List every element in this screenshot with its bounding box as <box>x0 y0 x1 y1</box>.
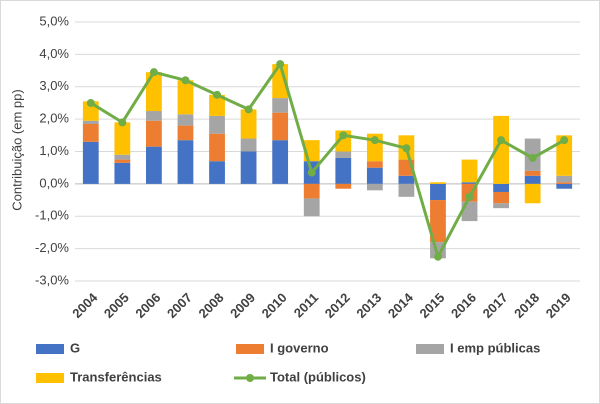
legend-label: Total (públicos) <box>270 369 366 384</box>
bar <box>524 175 541 184</box>
bar <box>146 146 162 184</box>
line-marker <box>181 76 190 85</box>
bar <box>209 133 225 162</box>
bar <box>272 112 289 141</box>
y-tick-label: 3,0% <box>39 78 69 93</box>
bar <box>177 125 194 141</box>
legend-label: I emp públicas <box>450 340 540 355</box>
line-marker <box>86 98 95 107</box>
bar <box>240 151 257 184</box>
legend-marker <box>246 374 254 382</box>
line-marker <box>402 144 411 153</box>
legend-label: G <box>70 340 80 355</box>
line <box>89 60 565 261</box>
bar <box>209 94 225 116</box>
legend-swatch <box>416 344 444 354</box>
line-marker <box>118 118 127 127</box>
line-marker <box>244 105 253 114</box>
legend-swatch <box>36 344 64 354</box>
bar <box>366 161 383 168</box>
bar <box>556 183 573 189</box>
legend-label: Transferências <box>70 369 162 384</box>
line-marker <box>339 131 348 140</box>
bar <box>398 175 415 184</box>
bar <box>82 123 99 142</box>
line-marker <box>560 136 569 145</box>
line-marker <box>213 90 222 99</box>
line-marker <box>433 252 442 261</box>
bar <box>114 154 131 160</box>
y-tick-label: -1,0% <box>35 208 69 223</box>
legend-swatch <box>236 344 264 354</box>
bar <box>146 120 162 147</box>
bar <box>556 135 573 176</box>
bar <box>524 170 541 176</box>
bar <box>177 114 194 126</box>
bar <box>430 200 446 243</box>
y-tick-label: 4,0% <box>39 46 69 61</box>
bar <box>335 157 352 184</box>
bar <box>240 109 257 139</box>
line-marker <box>528 153 537 162</box>
bar <box>335 151 352 158</box>
bar <box>177 140 194 184</box>
bar <box>303 183 320 199</box>
line-marker <box>276 60 285 69</box>
y-axis-title: Contribuição (em pp) <box>9 89 24 210</box>
bar <box>146 72 162 112</box>
bar <box>82 141 99 184</box>
y-tick-label: -2,0% <box>35 240 69 255</box>
y-tick-label: 5,0% <box>39 13 69 28</box>
bar <box>398 183 415 197</box>
bar <box>82 120 99 124</box>
bar <box>114 162 131 184</box>
bar <box>556 182 573 184</box>
bar <box>114 159 131 163</box>
y-tick-label: 1,0% <box>39 143 69 158</box>
legend-label: I governo <box>270 340 329 355</box>
legend-swatch <box>36 373 64 383</box>
line-marker <box>497 136 506 145</box>
y-tick-label: -3,0% <box>35 272 69 287</box>
bar <box>461 159 478 183</box>
bar <box>493 203 509 209</box>
bar <box>209 161 225 184</box>
bar <box>366 167 383 184</box>
line-marker <box>465 192 474 201</box>
bar <box>303 198 320 217</box>
bar <box>272 140 289 184</box>
bar <box>461 182 478 184</box>
bar <box>272 98 289 113</box>
bar <box>430 183 446 201</box>
y-tick-label: 0,0% <box>39 175 69 190</box>
bar <box>493 191 509 204</box>
bar <box>524 183 541 204</box>
bar <box>556 175 573 183</box>
bar <box>430 182 446 184</box>
bar <box>493 183 509 192</box>
line-marker <box>370 136 379 145</box>
bar <box>114 122 131 155</box>
line-marker <box>149 68 158 77</box>
bar <box>366 183 383 191</box>
line-marker <box>307 168 316 177</box>
y-tick-label: 2,0% <box>39 111 69 126</box>
bar <box>209 115 225 134</box>
bar <box>240 138 257 152</box>
bar <box>335 183 352 189</box>
bar <box>177 80 194 115</box>
bar <box>146 111 162 121</box>
bar <box>493 115 509 184</box>
